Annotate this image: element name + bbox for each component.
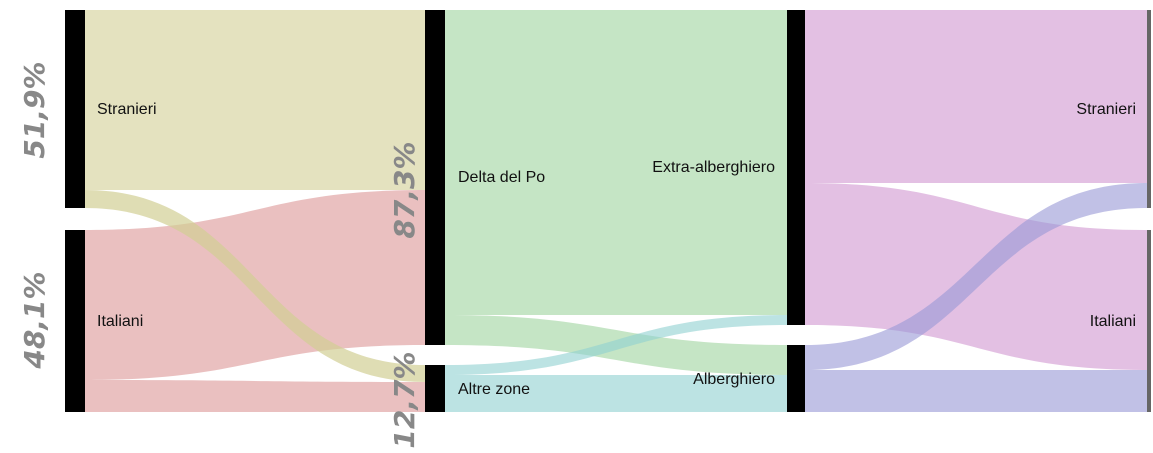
flow [445, 375, 787, 412]
node-bar [65, 10, 85, 208]
flow [85, 190, 425, 382]
node-label: Altre zone [458, 381, 530, 398]
node-bar [1147, 10, 1151, 208]
share-label: 48,1% [18, 271, 51, 369]
flow [805, 183, 1147, 370]
flow [85, 10, 425, 190]
node-label: Extra-alberghiero [652, 159, 775, 176]
flows [85, 10, 1147, 412]
node-label: Alberghiero [693, 371, 775, 388]
node-bar [425, 10, 445, 345]
flow [445, 10, 787, 315]
node-label: Stranieri [97, 101, 157, 118]
nodes [65, 10, 1151, 412]
flow [85, 380, 425, 412]
flow [805, 370, 1147, 412]
node-bar [425, 365, 445, 412]
node-bar [1147, 230, 1151, 412]
node-label: Italiani [97, 313, 143, 330]
node-bar [65, 230, 85, 412]
node-bar [787, 345, 805, 412]
share-label: 51,9% [18, 61, 51, 158]
share-label: 12,7% [388, 351, 421, 448]
flow [445, 315, 787, 375]
node-label: Stranieri [1076, 101, 1136, 118]
node-bar [787, 10, 805, 325]
flow [805, 10, 1147, 183]
node-label: Delta del Po [458, 169, 545, 186]
share-label: 87,3% [388, 141, 421, 238]
node-label: Italiani [1090, 313, 1136, 330]
